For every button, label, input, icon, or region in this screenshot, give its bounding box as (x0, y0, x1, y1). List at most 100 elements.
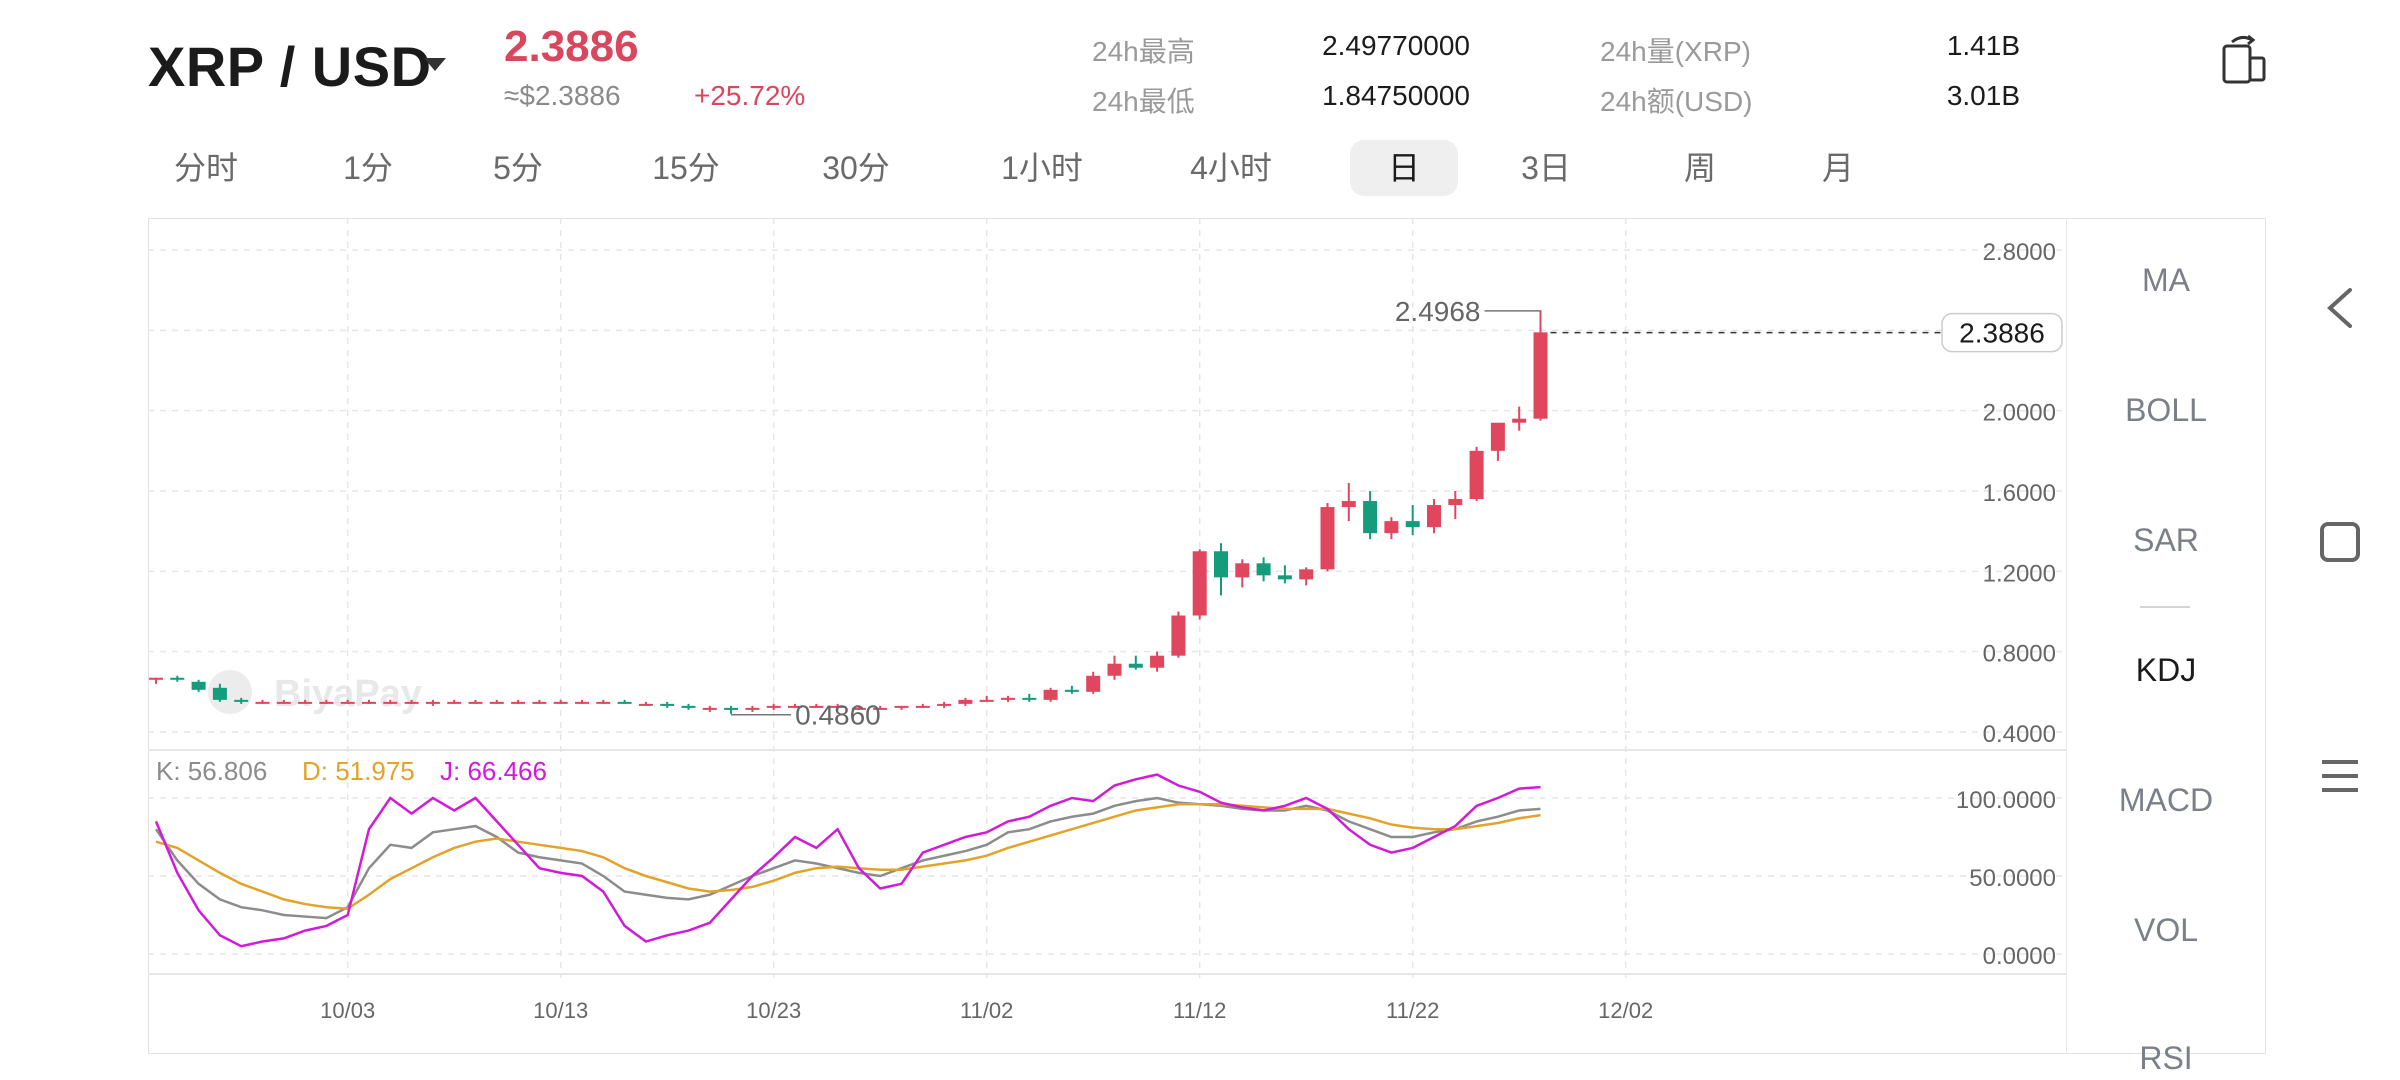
tab-7[interactable]: 日 (1350, 140, 1458, 196)
x-tick-label: 10/03 (320, 998, 375, 1023)
y-tick-label: 0.8000 (1983, 641, 2056, 668)
candle-body (575, 701, 589, 704)
kdj-line-j (154, 773, 1541, 948)
stat-vol-label: 24h量(XRP) (1600, 36, 1751, 67)
candle-body (702, 707, 717, 710)
candle-body (468, 701, 483, 704)
candle-body (1405, 521, 1420, 528)
kdj-tick-label: 100.0000 (1956, 787, 2056, 814)
min-price-label: 0.4860 (795, 700, 881, 731)
x-tick-label: 10/23 (746, 998, 801, 1023)
candle-body (149, 677, 163, 680)
candle-body (958, 699, 973, 704)
candle-body (1214, 551, 1228, 578)
tab-2[interactable]: 5分 (493, 150, 543, 186)
indicator-sar[interactable]: SAR (2133, 522, 2199, 558)
last-price: 2.3886 (504, 22, 639, 71)
candlestick-chart[interactable]: 2.80002.40002.00001.60001.20000.80000.40… (148, 218, 2066, 1054)
candle-body (234, 699, 249, 702)
candle-body (1427, 505, 1441, 528)
candle-body (1490, 422, 1505, 451)
candle-body (191, 681, 206, 690)
candle-body (276, 701, 291, 704)
candle-body (766, 705, 781, 708)
candle-body (873, 707, 888, 710)
candle-body (660, 703, 675, 706)
tab-5[interactable]: 1小时 (1001, 150, 1083, 186)
candle-body (1533, 332, 1548, 419)
candle-body (1512, 418, 1527, 423)
price-change: +25.72% (694, 80, 806, 111)
candle-body (255, 701, 270, 704)
indicator-boll[interactable]: BOLL (2125, 392, 2207, 428)
candle-body (1469, 450, 1484, 500)
y-tick-label: 2.0000 (1983, 400, 2056, 427)
tab-8[interactable]: 3日 (1521, 150, 1571, 186)
kdj-legend-d: D: 51.975 (302, 756, 415, 786)
candle-body (809, 705, 824, 708)
chevron-down-icon[interactable] (424, 58, 446, 71)
tab-6[interactable]: 4小时 (1190, 150, 1272, 186)
kdj-legend-j: J: 66.466 (440, 756, 547, 786)
candle-body (1064, 689, 1079, 692)
candle-body (383, 701, 398, 704)
stat-amt-value: 3.01B (1946, 80, 2020, 111)
candle-body (1341, 501, 1356, 508)
candle-body (851, 707, 866, 710)
last-price-box (1941, 312, 2063, 353)
candle-body (1107, 663, 1122, 676)
kdj-tick-label: 0.0000 (1983, 943, 2056, 970)
back-icon[interactable] (2310, 278, 2370, 338)
recent-apps-icon[interactable] (2310, 746, 2370, 806)
candle-body (1448, 499, 1463, 506)
stat-high-label: 24h最高 (1092, 36, 1195, 67)
x-tick-label: 11/02 (960, 998, 1013, 1023)
tab-9[interactable]: 周 (1683, 150, 1716, 186)
candle-body (404, 701, 419, 704)
candle-body (553, 701, 568, 704)
candle-body (788, 705, 802, 708)
indicator-rsi[interactable]: RSI (2139, 1040, 2193, 1076)
tab-0[interactable]: 分时 (173, 150, 238, 186)
rotate-screen-icon[interactable] (2220, 34, 2268, 86)
tab-1[interactable]: 1分 (343, 150, 393, 186)
x-tick-label: 11/12 (1173, 998, 1226, 1023)
x-tick-label: 10/13 (533, 998, 588, 1023)
indicator-separator (2140, 606, 2190, 608)
tab-10[interactable]: 月 (1821, 150, 1854, 186)
home-icon[interactable] (2310, 512, 2370, 572)
indicator-macd[interactable]: MACD (2118, 782, 2214, 818)
candle-body (1320, 507, 1335, 570)
candle-body (1363, 501, 1378, 534)
candle-body (1128, 663, 1143, 668)
candle-body (362, 701, 376, 704)
candle-body (830, 705, 845, 708)
indicator-vol[interactable]: VOL (2133, 912, 2199, 948)
y-tick-label: 2.8000 (1983, 239, 2056, 266)
tab-3[interactable]: 15分 (652, 150, 720, 186)
candle-body (1086, 675, 1101, 692)
candle-body (298, 701, 313, 704)
candle-body (1022, 697, 1037, 700)
stat-vol-value: 1.41B (1946, 30, 2020, 61)
candle-body (1256, 563, 1271, 576)
indicator-ma[interactable]: MA (2142, 262, 2190, 298)
candle-body (425, 701, 440, 704)
indicator-kdj[interactable]: KDJ (2135, 652, 2197, 688)
candle-body (745, 707, 760, 710)
candle-body (1043, 689, 1058, 700)
y-tick-label: 1.6000 (1983, 480, 2056, 507)
y-tick-label: 1.2000 (1983, 560, 2056, 587)
stat-high-value: 2.49770000 (1322, 30, 1470, 61)
candle-body (617, 701, 632, 704)
candle-body (1150, 655, 1165, 668)
max-price-label: 2.4968 (1395, 296, 1481, 327)
pair-selector[interactable]: XRP / USD (148, 35, 432, 98)
candle-body (1001, 697, 1015, 700)
tab-4[interactable]: 30分 (822, 150, 890, 186)
kdj-line-k (154, 796, 1541, 920)
candle-body (937, 703, 952, 706)
kdj-legend-k: K: 56.806 (156, 756, 267, 786)
candle-body (638, 703, 653, 706)
candle-body (1277, 575, 1292, 580)
